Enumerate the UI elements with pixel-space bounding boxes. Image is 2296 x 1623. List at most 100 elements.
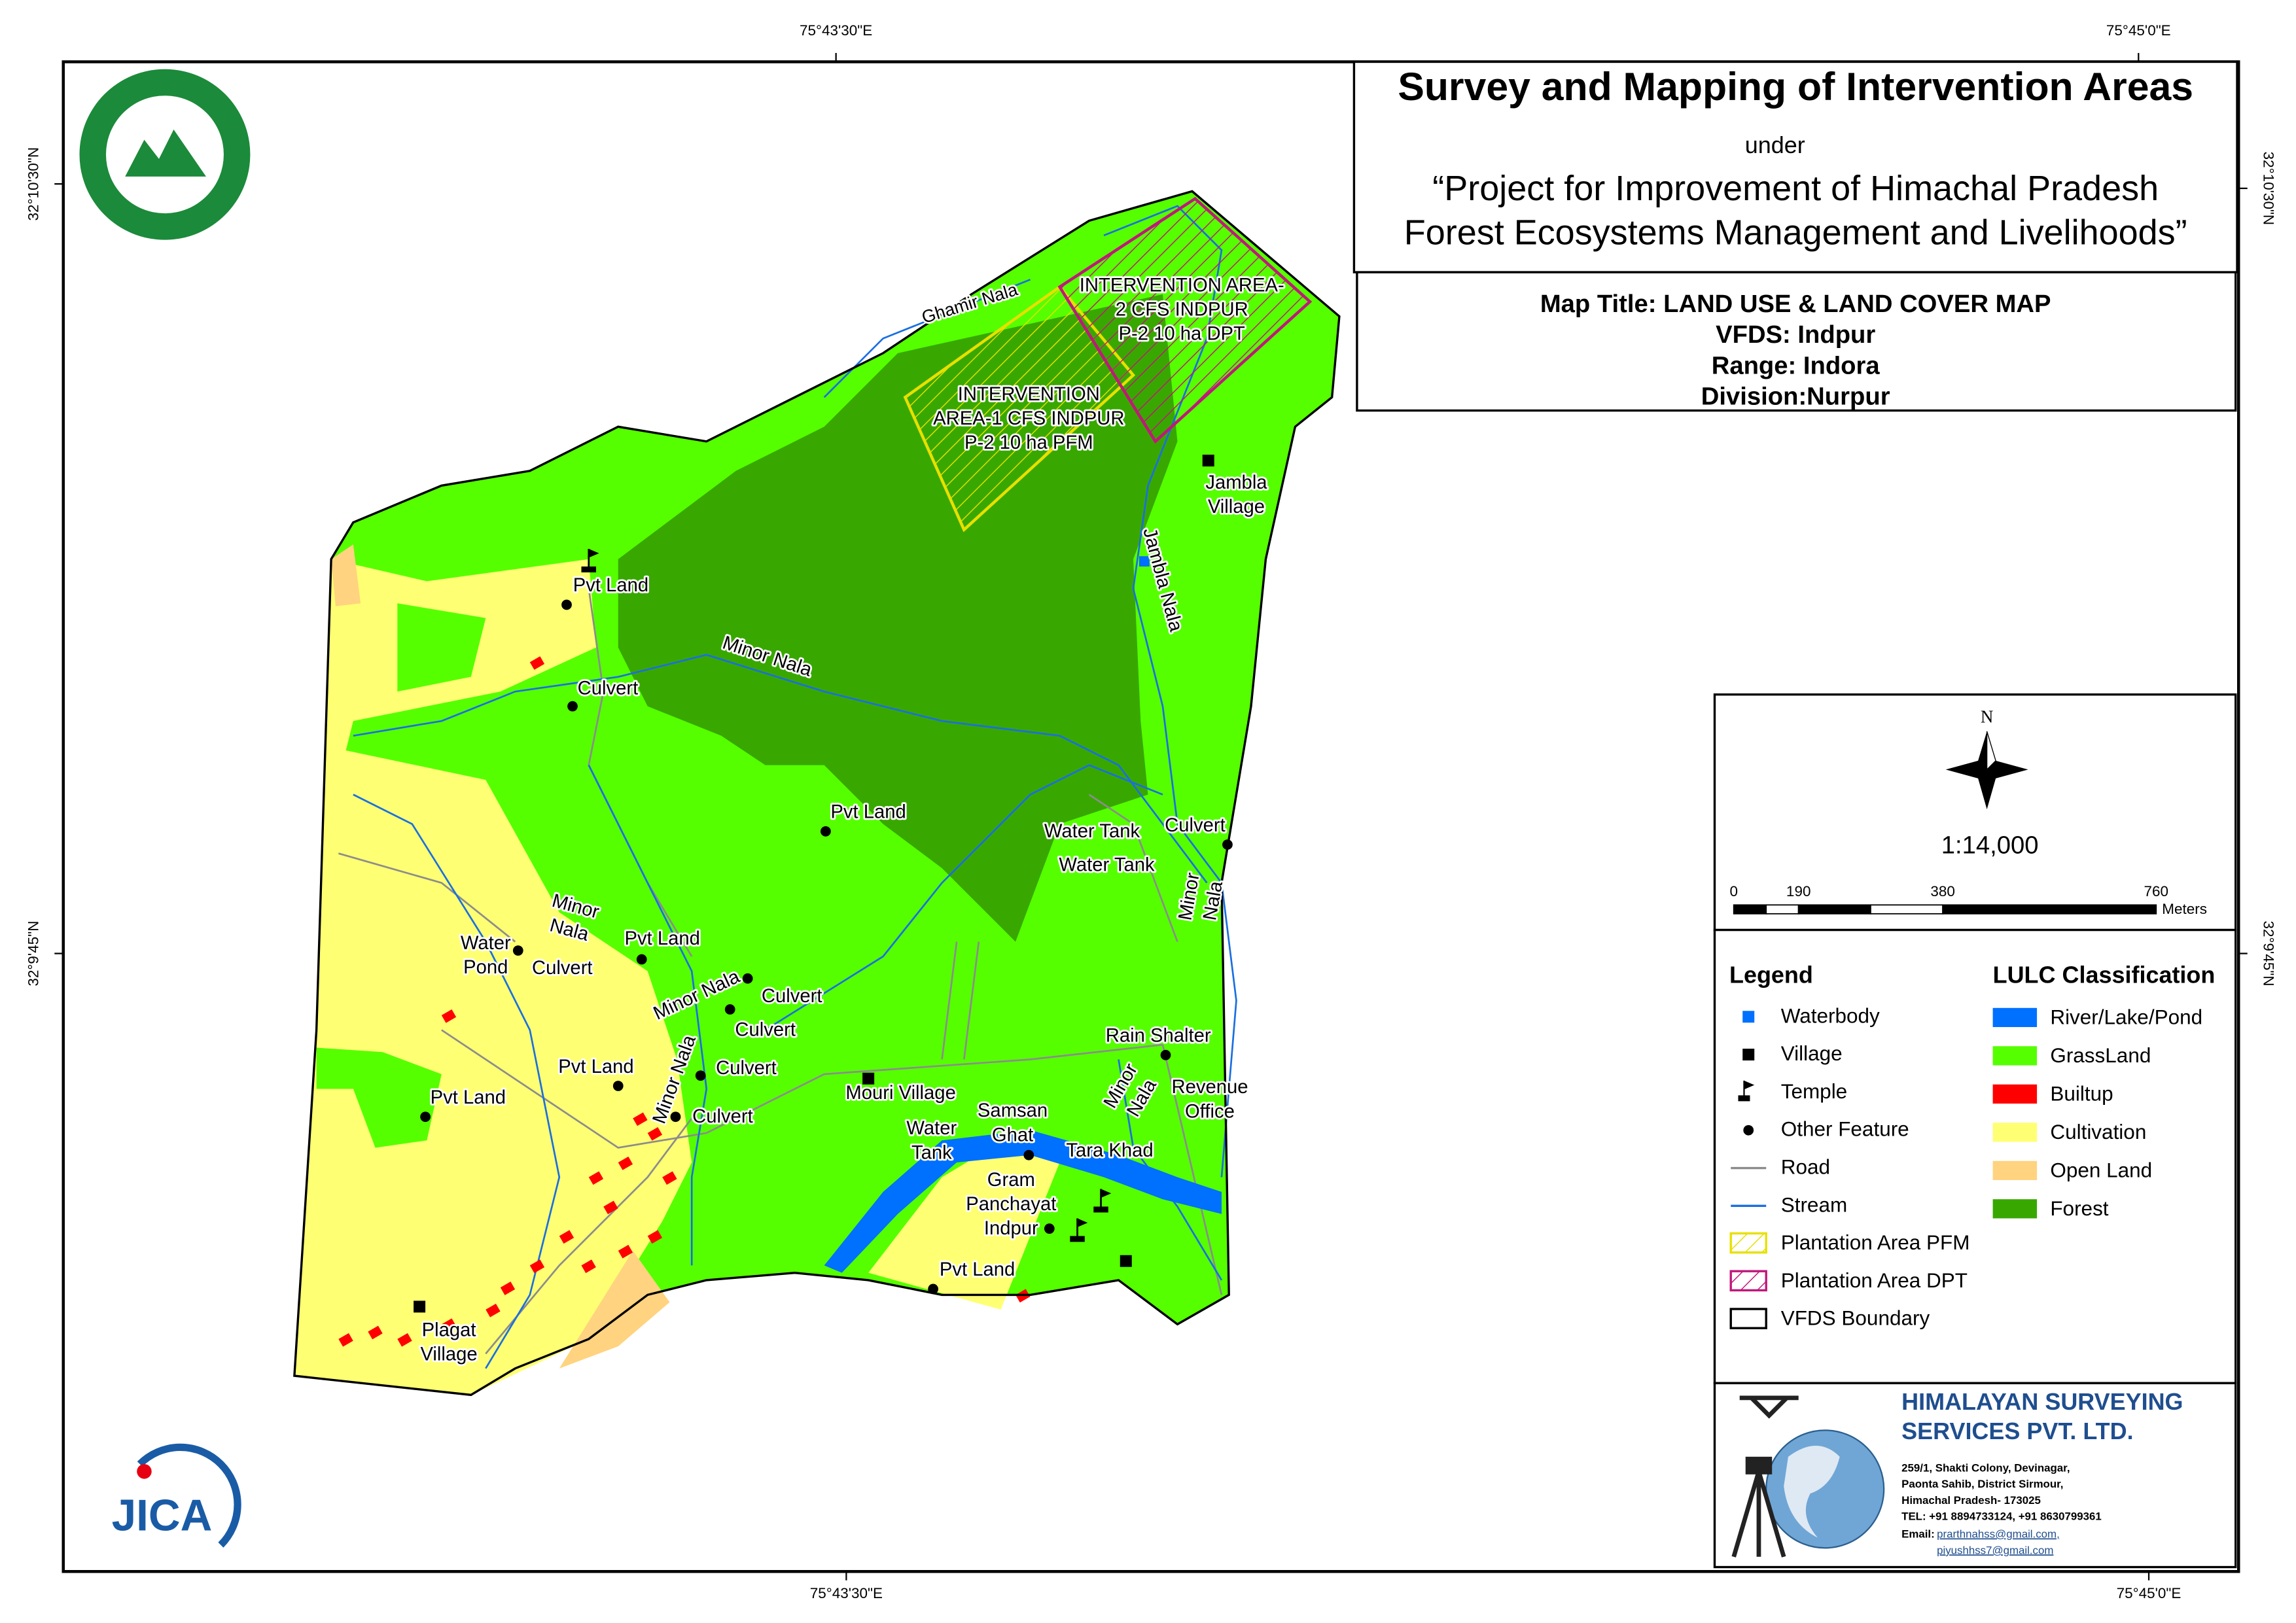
company-email-label: Email: bbox=[1901, 1528, 1935, 1541]
cultivation bbox=[868, 1132, 1060, 1310]
map-label-line: P-2 10 ha PFM bbox=[964, 432, 1093, 453]
map-label-line: Pvt Land bbox=[431, 1087, 506, 1108]
map-label-line: Samsan bbox=[978, 1100, 1048, 1121]
map-label-line: Jambla bbox=[1205, 472, 1267, 493]
scale-box bbox=[1713, 693, 2237, 932]
map-label-line: Revenue bbox=[1171, 1077, 1248, 1098]
map-label-line: Pvt Land bbox=[558, 1056, 633, 1077]
builtup bbox=[603, 1200, 618, 1215]
map-label-line: Office bbox=[1185, 1101, 1235, 1122]
legend-symbol bbox=[1742, 1049, 1755, 1061]
map-label: Water Tank bbox=[905, 1116, 959, 1165]
map-label-line: INTERVENTION bbox=[958, 384, 1100, 405]
map-label-line: Tank bbox=[911, 1142, 952, 1163]
map-info: Map Title: LAND USE & LAND COVER MAP bbox=[1540, 290, 2051, 318]
company-email: prarthnahss@gmail.com, bbox=[1937, 1528, 2060, 1541]
title-box bbox=[1352, 60, 2238, 273]
legend-label: Stream bbox=[1781, 1193, 1847, 1216]
other-feature bbox=[928, 1283, 938, 1295]
stream bbox=[764, 764, 1163, 1031]
map-label: Pvt Land bbox=[556, 1055, 635, 1079]
builtup bbox=[441, 1009, 457, 1023]
scale-bar bbox=[1870, 904, 1944, 915]
north-arrow bbox=[1945, 731, 2028, 810]
company-drone bbox=[1739, 1395, 1799, 1419]
village bbox=[862, 1072, 875, 1085]
coord-label: 75°45'0"E bbox=[2117, 1585, 2181, 1601]
company-email: piyushhss7@gmail.com bbox=[1937, 1544, 2053, 1556]
map-label: Plagat Village bbox=[419, 1318, 480, 1367]
map-label: Pvt Land bbox=[571, 573, 650, 598]
open-land bbox=[331, 544, 361, 606]
map-label: INTERVENTION AREA- 2 CFS INDPUR P-2 10 ha … bbox=[1078, 273, 1286, 347]
map-label: Samsan Ghat bbox=[976, 1098, 1050, 1147]
scale-ratio: 1:14,000 bbox=[1941, 831, 2039, 860]
map-label-line: Culvert bbox=[735, 1020, 796, 1041]
company-name: SERVICES PVT. LTD. bbox=[1901, 1418, 2133, 1444]
legend-symbol bbox=[1729, 1232, 1767, 1254]
scale-bar bbox=[1733, 904, 1767, 915]
map-label: Gram Panchayat Indpur bbox=[964, 1168, 1058, 1241]
coord-label: 75°45'0"E bbox=[2106, 22, 2171, 39]
other-feature bbox=[670, 1111, 681, 1123]
other-feature bbox=[420, 1111, 431, 1123]
legend-symbol bbox=[1744, 1080, 1755, 1090]
vfds-boundary bbox=[293, 190, 1341, 1397]
temple bbox=[1070, 1236, 1085, 1242]
forest-logo-mark bbox=[125, 129, 206, 177]
coord-label: 32°9'45"N bbox=[2260, 921, 2276, 986]
company-name: HIMALAYAN SURVEYING bbox=[1901, 1388, 2183, 1415]
builtup bbox=[633, 1112, 648, 1126]
map-label-line: Culvert bbox=[1165, 815, 1226, 836]
map-label-line: Water bbox=[461, 933, 511, 954]
company-address: TEL: +91 8894733124, +91 8630799361 bbox=[1901, 1510, 2102, 1523]
stream bbox=[588, 765, 708, 1266]
legend-title: Legend bbox=[1729, 962, 1813, 988]
builtup bbox=[647, 1230, 663, 1244]
builtup bbox=[486, 1303, 501, 1318]
other-feature bbox=[1044, 1223, 1055, 1234]
company-address: Himachal Pradesh- 173025 bbox=[1901, 1494, 2041, 1507]
other-feature bbox=[561, 599, 572, 610]
map-label-line: Culvert bbox=[692, 1106, 753, 1127]
map-label-line: Pvt Land bbox=[625, 928, 700, 949]
project-name: “Project for Improvement of Himachal Pra… bbox=[1432, 169, 2159, 208]
map-label: Jambla Village bbox=[1204, 470, 1270, 519]
other-feature bbox=[742, 973, 753, 984]
lulc-swatch bbox=[1992, 1046, 2038, 1066]
subtitle: under bbox=[1745, 131, 1805, 158]
company-tripod bbox=[1731, 1471, 1786, 1558]
map-label-line: Pvt Land bbox=[830, 802, 906, 823]
road bbox=[338, 852, 516, 943]
map-label-line: Water Tank bbox=[1044, 821, 1140, 842]
map-label-line: Village bbox=[1208, 497, 1265, 517]
map-label-line: Pond bbox=[463, 957, 508, 978]
map-label-line: Gram bbox=[987, 1170, 1035, 1191]
info-box bbox=[1356, 271, 2237, 412]
map-label: Culvert bbox=[576, 676, 640, 701]
builtup bbox=[618, 1156, 633, 1170]
map-label-line: Indpur bbox=[984, 1218, 1038, 1239]
legend-label: Village bbox=[1781, 1041, 1843, 1065]
map-label-line: AREA-1 CFS INDPUR bbox=[933, 408, 1124, 429]
coord-label: 32°9'45"N bbox=[26, 921, 42, 986]
grassland-patch bbox=[316, 1047, 442, 1148]
stream bbox=[353, 654, 1208, 884]
coord-label: 32°10'30"N bbox=[26, 147, 42, 221]
river bbox=[824, 1130, 1222, 1273]
legend-symbol bbox=[1729, 1270, 1767, 1292]
scale-tick-label: 0 bbox=[1729, 883, 1738, 899]
map-label: Culvert bbox=[760, 984, 824, 1009]
map-label-line: Culvert bbox=[716, 1058, 777, 1079]
map-label-line: Culvert bbox=[532, 958, 593, 979]
map-label-line: Village bbox=[420, 1344, 477, 1365]
map-label: Pvt Land bbox=[429, 1085, 508, 1110]
lulc-label: Forest bbox=[2050, 1196, 2108, 1220]
village bbox=[1120, 1255, 1132, 1267]
legend-label: Road bbox=[1781, 1155, 1830, 1179]
legend-label: VFDS Boundary bbox=[1781, 1306, 1930, 1330]
legend-label: Other Feature bbox=[1781, 1117, 1909, 1141]
other-feature bbox=[1023, 1149, 1034, 1161]
map-label: Pvt Land bbox=[623, 926, 702, 951]
